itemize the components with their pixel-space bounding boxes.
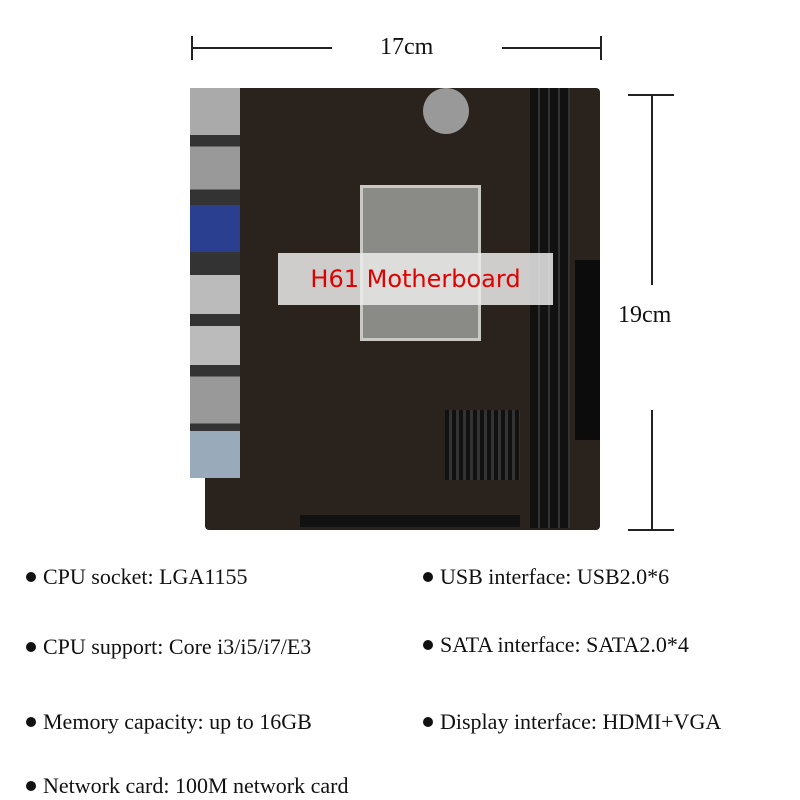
bullet-icon xyxy=(26,641,36,652)
power-connector xyxy=(575,260,600,440)
bullet-icon xyxy=(423,639,433,650)
product-label: H61 Motherboard xyxy=(278,253,553,305)
height-tick-top xyxy=(628,94,674,96)
height-dimension-line-bottom xyxy=(651,410,653,530)
bullet-icon xyxy=(26,571,36,582)
spec-display: Display interface: HDMI+VGA xyxy=(423,709,721,735)
bullet-icon xyxy=(26,716,36,727)
spec-memory: Memory capacity: up to 16GB xyxy=(26,709,312,735)
height-dimension-label: 19cm xyxy=(618,302,672,328)
width-dimension-line-left xyxy=(192,47,332,49)
bullet-icon xyxy=(423,716,433,727)
width-tick-left xyxy=(191,36,193,60)
io-ports xyxy=(190,88,240,478)
spec-cpu-support: CPU support: Core i3/i5/i7/E3 xyxy=(26,634,311,660)
width-dimension-line-right xyxy=(502,47,601,49)
spec-network: Network card: 100M network card xyxy=(26,773,348,799)
height-tick-bottom xyxy=(628,529,674,531)
spec-sata: SATA interface: SATA2.0*4 xyxy=(423,632,689,658)
bullet-icon xyxy=(423,571,433,582)
chipset-heatsink xyxy=(445,410,520,480)
pcie-slot xyxy=(300,515,520,527)
bullet-icon xyxy=(26,780,36,791)
spec-cpu-socket: CPU socket: LGA1155 xyxy=(26,564,248,590)
width-tick-right xyxy=(600,36,602,60)
ram-slots xyxy=(530,88,570,528)
spec-usb: USB interface: USB2.0*6 xyxy=(423,564,669,590)
width-dimension-label: 17cm xyxy=(380,34,434,60)
cmos-battery xyxy=(423,88,469,134)
height-dimension-line-top xyxy=(651,95,653,285)
